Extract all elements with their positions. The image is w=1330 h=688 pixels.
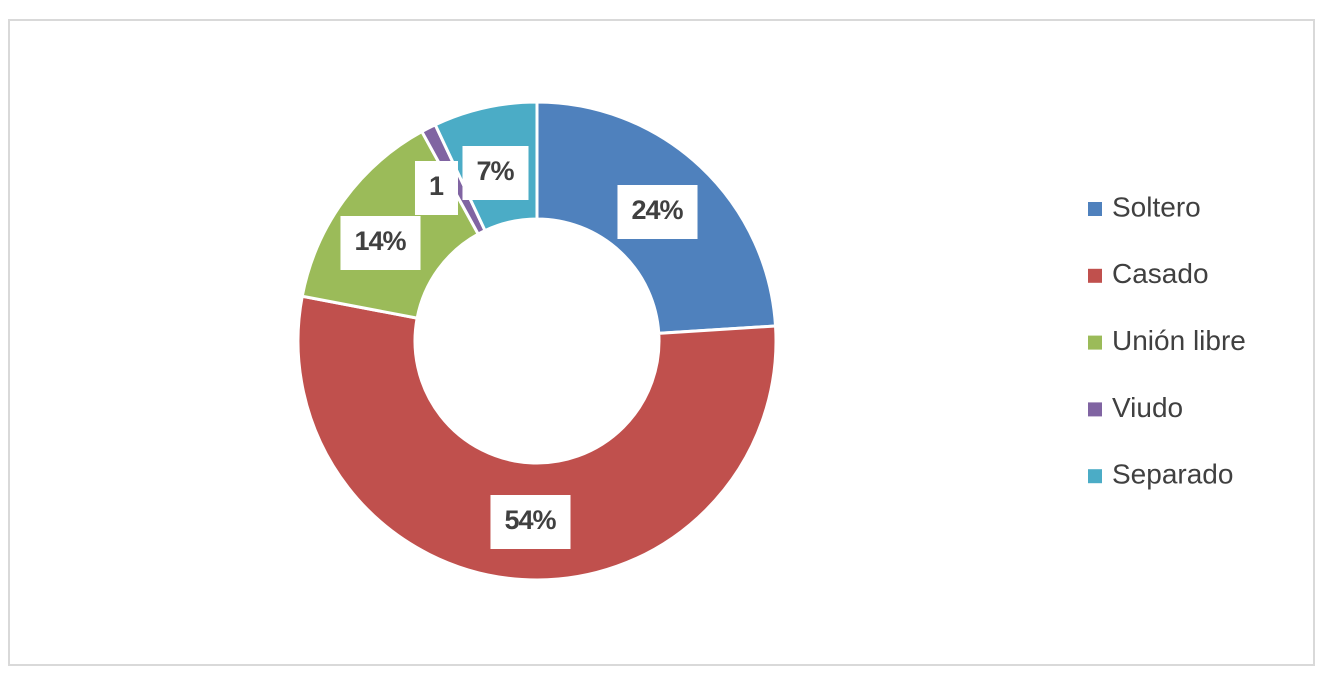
legend-label: Soltero: [1112, 191, 1201, 222]
data-label-box: [414, 161, 458, 215]
data-label-box: [340, 216, 421, 270]
legend-swatch: [1088, 268, 1102, 283]
legend-swatch: [1088, 402, 1102, 417]
legend-label: Viudo: [1112, 392, 1183, 423]
legend-label: Casado: [1112, 258, 1209, 289]
slice: [296, 294, 778, 582]
data-label: 24%: [631, 195, 683, 225]
data-label-box: [490, 495, 571, 549]
data-label: 7%: [476, 156, 514, 186]
data-label-box: [617, 185, 698, 239]
legend-swatch: [1088, 335, 1102, 350]
legend-label: Unión libre: [1112, 325, 1246, 356]
legend-swatch: [1088, 469, 1102, 484]
data-label: 14%: [354, 226, 406, 256]
legend-swatch: [1088, 202, 1102, 216]
data-label: 54%: [504, 505, 556, 535]
legend-label: Separado: [1112, 459, 1233, 490]
data-label: 1: [429, 171, 444, 201]
data-label-box: [462, 146, 529, 200]
